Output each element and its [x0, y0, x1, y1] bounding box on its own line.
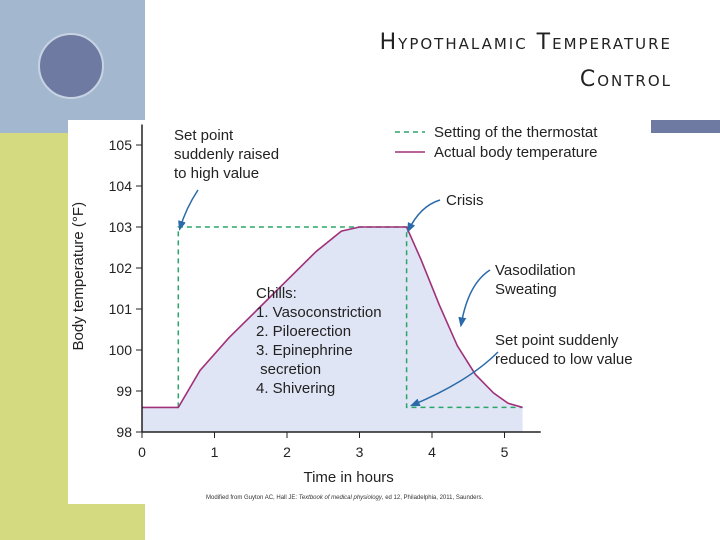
annotation-line: 1. Vasoconstriction: [256, 304, 382, 321]
annotation-line: Sweating: [495, 281, 557, 298]
annotation-line: reduced to low value: [495, 351, 633, 368]
y-tick-label: 104: [109, 178, 133, 194]
temperature-chart: 98 99 100 101 102 103 104 105 0 1 2 3 4 5 Setting of …: [70, 124, 633, 501]
y-tick-label: 102: [109, 260, 133, 276]
annotation-crisis: Crisis: [446, 192, 484, 209]
x-tick-label: 2: [283, 444, 291, 460]
x-tick-label: 3: [356, 444, 364, 460]
decorative-circle: [38, 33, 104, 99]
arrow-crisis: [407, 199, 441, 233]
slide-title-line-1: Hypothalamic Temperature: [379, 30, 672, 55]
chart-panel: 98 99 100 101 102 103 104 105 0 1 2 3 4 5 Setting of …: [68, 120, 651, 504]
legend-label-setpoint: Setting of the thermostat: [434, 124, 598, 141]
y-tick-label: 98: [116, 424, 132, 440]
y-tick-label: 101: [109, 301, 133, 317]
y-tick-label: 105: [109, 137, 133, 153]
arrow-setpoint-raised: [178, 189, 199, 231]
source-credit: Modified from Guyton AC, Hall JE: Textbo…: [206, 495, 484, 501]
annotation-line: Vasodilation: [495, 262, 576, 279]
arrow-setpoint-reduced: [409, 351, 499, 407]
x-tick-label: 4: [428, 444, 436, 460]
annotation-line: Chills:: [256, 285, 297, 302]
y-tick-label: 100: [109, 342, 133, 358]
title-panel: Hypothalamic Temperature Control: [145, 0, 720, 120]
y-tick-label: 99: [116, 383, 132, 399]
annotation-line: Crisis: [446, 192, 484, 209]
annotation-setpoint-raised: Set point suddenly raised to high value: [174, 127, 279, 182]
legend-label-actual: Actual body temperature: [434, 144, 597, 161]
x-axis-title: Time in hours: [303, 469, 393, 486]
annotation-line: 2. Piloerection: [256, 323, 351, 340]
annotation-setpoint-reduced: Set point suddenly reduced to low value: [495, 332, 633, 368]
x-tick-label: 0: [138, 444, 146, 460]
x-tick-label: 1: [211, 444, 219, 460]
annotation-chills: Chills: 1. Vasoconstriction 2. Piloerectio…: [256, 285, 382, 397]
y-tick-label: 103: [109, 219, 133, 235]
actual-series-line: [142, 226, 523, 409]
annotation-line: 4. Shivering: [256, 380, 335, 397]
annotation-vasodilation: Vasodilation Sweating: [495, 262, 576, 298]
x-tick-label: 5: [501, 444, 509, 460]
y-axis-title: Body temperature (°F): [70, 202, 87, 351]
annotation-line: secretion: [256, 361, 321, 378]
arrow-vasodilation: [458, 269, 491, 328]
annotation-line: Set point suddenly: [495, 332, 619, 349]
annotation-line: to high value: [174, 165, 259, 182]
annotation-line: 3. Epinephrine: [256, 342, 353, 359]
annotation-line: Set point: [174, 127, 234, 144]
annotation-line: suddenly raised: [174, 146, 279, 163]
area-fill: [142, 227, 523, 432]
slide-title-line-2: Control: [579, 67, 672, 92]
